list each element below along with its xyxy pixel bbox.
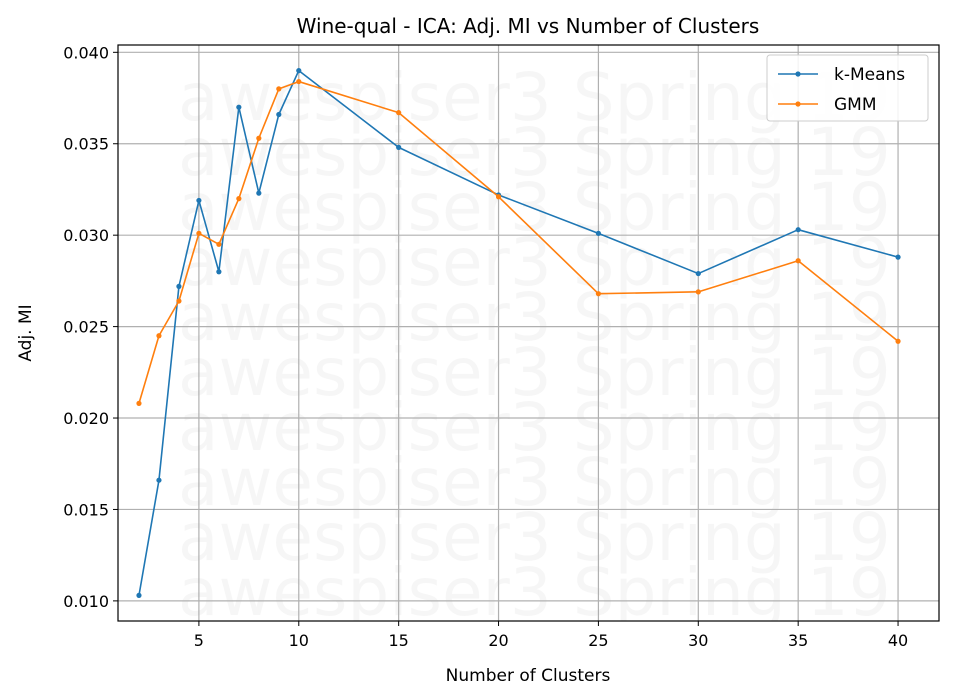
y-tick-label: 0.035 xyxy=(63,135,109,154)
legend-marker-gmm xyxy=(795,101,801,107)
data-point-k-means xyxy=(216,269,222,275)
data-point-gmm xyxy=(236,196,242,202)
data-point-gmm xyxy=(296,78,302,85)
data-point-k-means xyxy=(396,144,402,150)
data-point-gmm xyxy=(495,194,502,200)
data-point-k-means xyxy=(196,197,202,204)
series-gmm xyxy=(136,78,901,406)
data-point-gmm xyxy=(276,86,282,92)
data-point-gmm xyxy=(216,241,222,247)
data-point-k-means xyxy=(895,254,901,260)
legend-marker-kmeans xyxy=(795,71,801,77)
data-point-k-means xyxy=(795,227,801,233)
data-point-gmm xyxy=(795,258,801,264)
legend: k-Means GMM xyxy=(766,54,929,122)
data-point-k-means xyxy=(136,592,142,599)
x-tick-label: 35 xyxy=(788,631,808,650)
data-point-k-means xyxy=(156,477,162,483)
legend-label-kmeans: k-Means xyxy=(834,65,905,85)
y-tick-label: 0.030 xyxy=(63,226,109,245)
data-point-k-means xyxy=(296,68,302,74)
grid xyxy=(118,45,939,621)
data-point-gmm xyxy=(595,291,602,297)
x-tick-label: 30 xyxy=(688,631,708,650)
x-tick-label: 20 xyxy=(488,631,508,650)
data-point-gmm xyxy=(136,400,142,406)
data-point-gmm xyxy=(895,338,901,344)
x-axis-label: Number of Clusters xyxy=(446,666,611,686)
y-tick-label: 0.010 xyxy=(63,592,109,611)
data-point-gmm xyxy=(156,333,162,339)
chart-title: Wine-qual - ICA: Adj. MI vs Number of Cl… xyxy=(297,14,760,38)
data-point-k-means xyxy=(236,104,242,110)
x-tick-label: 25 xyxy=(588,631,608,650)
y-tick-label: 0.025 xyxy=(63,318,109,337)
data-point-gmm xyxy=(695,289,701,295)
y-tick-label: 0.020 xyxy=(63,409,109,428)
data-point-k-means xyxy=(176,283,182,289)
y-axis: 0.010 0.015 0.020 0.025 0.030 0.035 0.040 xyxy=(63,43,118,611)
data-point-k-means xyxy=(595,230,602,236)
x-tick-label: 15 xyxy=(388,631,408,650)
data-point-gmm xyxy=(196,230,202,236)
y-tick-label: 0.015 xyxy=(63,500,109,519)
x-axis: 5 10 15 20 25 30 35 40 xyxy=(194,621,908,650)
data-point-k-means xyxy=(276,111,282,118)
series-layer xyxy=(136,68,901,599)
x-tick-label: 10 xyxy=(289,631,309,650)
data-point-gmm xyxy=(396,110,402,116)
data-point-gmm xyxy=(176,298,182,304)
x-tick-label: 40 xyxy=(888,631,908,650)
data-point-gmm xyxy=(256,135,262,141)
data-point-k-means xyxy=(256,190,262,196)
plot-frame xyxy=(117,44,940,622)
y-axis-label: Adj. MI xyxy=(16,304,36,361)
legend-label-gmm: GMM xyxy=(834,95,877,115)
series-k-means xyxy=(136,68,901,599)
y-tick-label: 0.040 xyxy=(63,43,109,62)
data-point-k-means xyxy=(695,270,701,277)
x-tick-label: 5 xyxy=(194,631,204,650)
